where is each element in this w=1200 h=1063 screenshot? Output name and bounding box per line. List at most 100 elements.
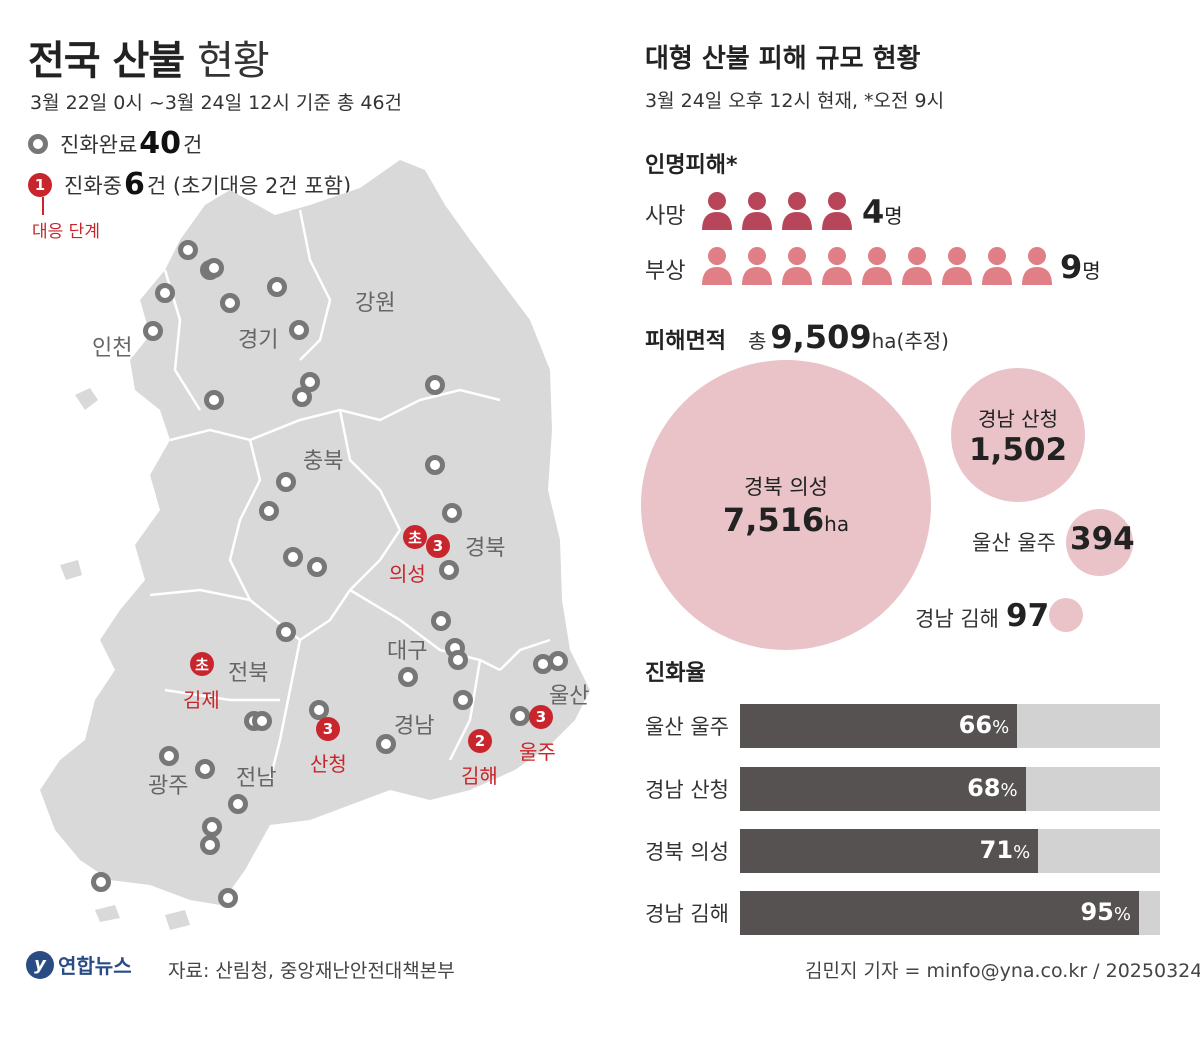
rate-bar-track: 66% (740, 704, 1160, 748)
fire-marker-ulju: 3 (529, 705, 553, 729)
fire-contained-ring-icon (267, 277, 287, 297)
bubble-uiseong: 경북 의성 7,516ha (641, 360, 931, 650)
death-person-icon (822, 192, 852, 230)
rate-bar-fill: 71% (740, 829, 1039, 873)
injury-person-icon (862, 247, 892, 285)
fire-label-gimje: 김제 (183, 688, 220, 712)
fire-contained-ring-icon (204, 390, 224, 410)
rate-bar-row: 경북 의성 71% (645, 829, 1160, 873)
fire-contained-ring-icon (276, 472, 296, 492)
rate-bar-value: 95% (1080, 898, 1131, 926)
fire-contained-ring-icon (200, 835, 220, 855)
rate-bar-fill: 68% (740, 767, 1026, 811)
region-gyeonggi: 경기 (238, 328, 279, 353)
fire-contained-ring-icon (220, 293, 240, 313)
fire-contained-ring-icon (292, 387, 312, 407)
fire-contained-ring-icon (218, 888, 238, 908)
rate-section-title: 진화율 (645, 661, 706, 686)
fire-contained-ring-icon (276, 622, 296, 642)
stage-pointer (42, 197, 44, 215)
fire-contained-ring-icon (548, 651, 568, 671)
rate-bar-fill: 66% (740, 704, 1018, 748)
rate-bar-label: 울산 울주 (645, 715, 729, 739)
injury-person-icon (982, 247, 1012, 285)
rate-bar-value: 66% (958, 711, 1010, 739)
death-count: 4명 (862, 193, 903, 231)
death-pictogram (700, 190, 860, 232)
region-gangwon: 강원 (355, 291, 396, 316)
fire-contained-ring-icon (453, 690, 473, 710)
injury-label: 부상 (645, 259, 686, 284)
fire-contained-ring-icon (398, 667, 418, 687)
region-gwangju: 광주 (148, 774, 189, 799)
fire-contained-ring-icon (178, 240, 198, 260)
fire-label-sancheong: 산청 (310, 752, 347, 776)
bubble-ulju-value: 394 (1070, 521, 1135, 557)
fire-contained-ring-icon (309, 700, 329, 720)
death-count-unit: 명 (884, 204, 903, 228)
casualty-section-title: 인명피해* (645, 153, 738, 178)
fire-contained-ring-icon (228, 794, 248, 814)
bubble-gimhae-label: 경남 김해 (915, 607, 999, 631)
injury-person-icon (782, 247, 812, 285)
fire-contained-ring-icon (202, 817, 222, 837)
fire-contained-ring-icon (91, 872, 111, 892)
fire-label-ulju: 울주 (519, 740, 556, 764)
legend-active-unit: 건 (초기대응 2건 포함) (146, 173, 352, 198)
fire-marker-sancheong: 3 (316, 717, 340, 741)
korea-map (40, 160, 590, 930)
rate-bar-fill: 95% (740, 891, 1139, 935)
ring-icon (28, 133, 48, 154)
rate-bar-track: 68% (740, 767, 1160, 811)
legend-active-count: 6 (123, 167, 145, 202)
fire-contained-ring-icon (431, 611, 451, 631)
injury-person-icon (742, 247, 772, 285)
injury-person-icon (942, 247, 972, 285)
fire-marker-gimje: 초 (190, 652, 214, 676)
rate-bar-label: 경남 산청 (645, 778, 729, 802)
fire-contained-ring-icon (283, 547, 303, 567)
fire-contained-ring-icon (307, 557, 327, 577)
map-borders (149, 209, 551, 781)
rate-bar-value: 68% (967, 774, 1018, 802)
fire-contained-ring-icon (195, 759, 215, 779)
legend-done-count: 40 (139, 126, 182, 161)
fire-contained-ring-icon (204, 258, 224, 278)
injury-count-value: 9 (1060, 248, 1083, 286)
region-jeonnam: 전남 (236, 766, 277, 791)
injury-person-icon (902, 247, 932, 285)
area-note: (추정) (896, 329, 949, 353)
injury-pictogram (700, 245, 1060, 287)
completed-fires-layer (0, 0, 620, 940)
yonhap-logo-icon: y (26, 950, 54, 979)
right-subtitle: 3월 24일 오후 12시 현재, *오전 9시 (645, 90, 945, 112)
region-chungbuk: 충북 (303, 449, 344, 474)
fire-marker-uiseong-initial: 초 (403, 525, 427, 549)
title-light: 현황 (197, 38, 270, 84)
fire-contained-ring-icon (155, 283, 175, 303)
fire-contained-ring-icon (376, 734, 396, 754)
area-unit: ha (871, 329, 897, 353)
fire-contained-ring-icon (143, 321, 163, 341)
bubble-ulju-label: 울산 울주 (972, 531, 1056, 555)
area-total-prefix: 총 (747, 329, 767, 353)
region-gyeongbuk: 경북 (465, 536, 506, 561)
injury-person-icon (822, 247, 852, 285)
rate-bar-value: 71% (979, 836, 1031, 864)
rate-bar-label: 경북 의성 (645, 840, 729, 864)
right-title: 대형 산불 피해 규모 현황 (645, 44, 921, 74)
legend-active: 1 진화중 6 건 (초기대응 2건 포함) (28, 167, 351, 202)
rate-bar-label: 경남 김해 (645, 902, 729, 926)
death-person-icon (782, 192, 812, 230)
injury-person-icon (1022, 247, 1052, 285)
fire-contained-ring-icon (259, 501, 279, 521)
fire-contained-ring-icon (159, 746, 179, 766)
bubble-uiseong-unit: ha (824, 512, 850, 536)
death-count-value: 4 (862, 193, 885, 231)
bubble-uiseong-label: 경북 의성 (744, 475, 828, 499)
bubble-sancheong-label: 경남 산청 (978, 406, 1058, 431)
title-bold: 전국 산불 (28, 38, 185, 84)
death-person-icon (742, 192, 772, 230)
left-subtitle: 3월 22일 0시 ~3월 24일 12시 기준 총 46건 (30, 92, 403, 114)
bubble-ulju (1066, 509, 1133, 576)
